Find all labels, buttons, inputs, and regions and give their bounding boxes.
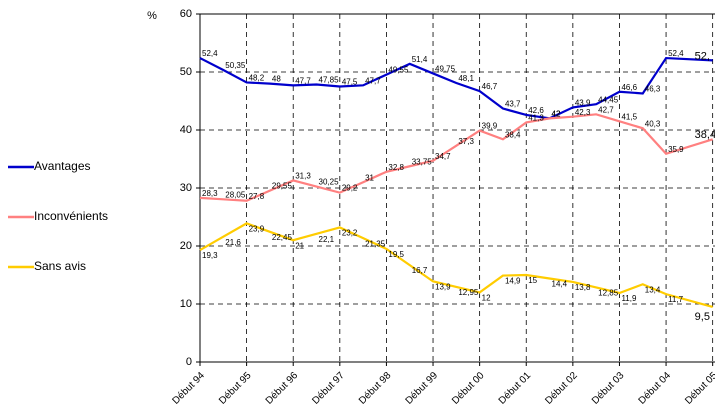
y-axis-label: % (147, 10, 157, 22)
value-label: 28,05 (225, 190, 246, 199)
value-label: 15 (528, 276, 537, 285)
value-label: 28,3 (202, 189, 218, 198)
value-label: 42,7 (598, 105, 614, 114)
value-label: 33,75 (412, 157, 433, 166)
value-label: 47,85 (319, 76, 340, 85)
value-label: 34,7 (435, 152, 451, 161)
x-tick-label: Début 00 (450, 370, 487, 407)
x-tick-label: Début 96 (264, 370, 301, 407)
value-label: 46,7 (482, 82, 498, 91)
value-label: 16,7 (412, 266, 428, 275)
value-label: 47,7 (365, 76, 381, 85)
series-line (199, 56, 713, 120)
value-label: 23,2 (342, 229, 358, 238)
y-tick-label: 40 (180, 124, 192, 136)
value-label: 29,2 (342, 184, 358, 193)
value-label: 29,55 (272, 182, 293, 191)
value-label: 9,5 (695, 311, 710, 323)
series-line (199, 113, 713, 202)
value-label: 19,5 (388, 250, 404, 259)
value-label: 31 (365, 173, 374, 182)
x-tick-label: Début 03 (590, 370, 627, 407)
value-label: 14,9 (505, 277, 521, 286)
value-label: 19,3 (202, 251, 218, 260)
value-label: 41,3 (528, 114, 544, 123)
legend-label: Inconvénients (34, 209, 108, 223)
value-label: 32,8 (388, 163, 404, 172)
value-label: 43,9 (575, 98, 591, 107)
value-label: 38,4 (505, 130, 521, 139)
value-label: 44,45 (598, 95, 619, 104)
value-label: 48 (272, 75, 281, 84)
value-label: 22,1 (319, 235, 335, 244)
value-label: 42 (552, 110, 561, 119)
x-tick-label: Début 04 (637, 370, 674, 407)
value-label: 40,3 (645, 119, 661, 128)
x-tick-label: Début 98 (357, 370, 394, 407)
value-label: 13,9 (435, 282, 451, 291)
value-label: 21 (295, 241, 304, 250)
value-label: 35,9 (668, 145, 684, 154)
value-label: 30,25 (319, 178, 340, 187)
y-tick-label: 50 (180, 66, 192, 78)
value-label: 13,4 (645, 285, 661, 294)
value-label: 52, (695, 50, 710, 62)
value-label: 27,8 (249, 192, 265, 201)
y-tick-label: 20 (180, 240, 192, 252)
value-label: 52,4 (668, 49, 684, 58)
x-tick-label: Début 94 (171, 370, 208, 407)
value-label: 52,4 (202, 49, 218, 58)
value-label: 42,6 (528, 106, 544, 115)
y-tick-label: 60 (180, 8, 192, 20)
value-label: 21,35 (365, 239, 386, 248)
x-tick-label: Début 95 (217, 370, 254, 407)
value-label: 50,35 (225, 61, 246, 70)
x-tick-label: Début 99 (404, 370, 441, 407)
value-label: 14,4 (552, 280, 568, 289)
value-label: 11,9 (621, 294, 637, 303)
value-label: 39,9 (482, 122, 498, 131)
value-label: 31,3 (295, 172, 311, 181)
y-tick-label: 10 (180, 298, 192, 310)
value-label: 13,8 (575, 283, 591, 292)
value-label: 47,5 (342, 78, 358, 87)
value-label: 38,4 (695, 129, 715, 141)
value-label: 49,55 (388, 66, 409, 75)
value-label: 48,1 (458, 74, 474, 83)
y-tick-label: 0 (186, 356, 192, 368)
x-tick-label: Début 97 (310, 370, 347, 407)
value-label: 42,3 (575, 108, 591, 117)
value-label: 12,95 (458, 288, 479, 297)
value-label: 12 (482, 294, 491, 303)
value-label: 12,85 (598, 289, 619, 298)
value-label: 11,7 (668, 295, 684, 304)
value-label: 43,7 (505, 100, 521, 109)
value-label: 46,6 (621, 83, 637, 92)
x-tick-label: Début 01 (497, 370, 534, 407)
value-label: 51,4 (412, 55, 428, 64)
value-label: 21,6 (225, 238, 241, 247)
value-label: 41,5 (621, 112, 637, 121)
y-tick-label: 30 (180, 182, 192, 194)
value-label: 23,9 (249, 224, 265, 233)
value-label: 22,45 (272, 233, 293, 242)
value-label: 49,75 (435, 65, 456, 74)
value-label: 46,3 (645, 85, 661, 94)
value-label: 42 (552, 110, 561, 119)
value-label: 48,2 (249, 74, 265, 83)
legend-label: Avantages (34, 159, 91, 173)
series-line (199, 222, 713, 308)
x-tick-label: Début 02 (543, 370, 580, 407)
value-label: 47,7 (295, 76, 311, 85)
x-tick-label: Début 05 (683, 370, 715, 407)
legend-label: Sans avis (34, 259, 86, 273)
value-label: 37,3 (458, 137, 474, 146)
